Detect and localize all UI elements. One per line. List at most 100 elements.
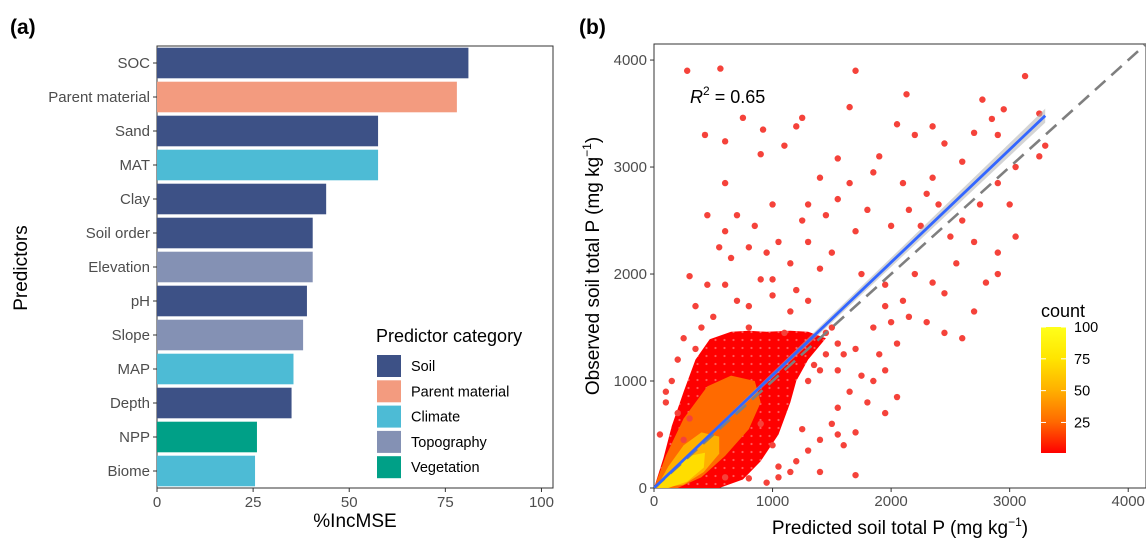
legend-label-parent-material: Parent material (411, 384, 509, 400)
hexbin-point (721, 281, 729, 288)
hexbin-point (763, 479, 770, 486)
hexbin-point (656, 431, 664, 438)
hexbin-point (911, 131, 919, 139)
hexbin-point (858, 372, 865, 379)
bar-elevation (157, 251, 313, 283)
category-label-sand: Sand (115, 123, 150, 140)
legend-label-vegetation: Vegetation (411, 460, 480, 476)
hexbin-point (846, 179, 853, 187)
panel-a: (a) SOC Parent material Sand MAT Clay Soil or… (10, 16, 554, 532)
hexbin-point (1012, 233, 1019, 240)
hexbin-point (953, 260, 960, 267)
x-tick-label: 100 (529, 494, 554, 511)
hexbin-point (828, 324, 836, 331)
hexbin-point (769, 201, 776, 208)
category-label-parent-material: Parent material (48, 89, 150, 106)
hexbin-point (959, 158, 966, 165)
hexbin-point (721, 228, 729, 235)
hexbin-point (970, 238, 978, 246)
hexbin-point (816, 468, 824, 476)
hexbin-point (692, 302, 699, 310)
hexbin-point (668, 377, 675, 385)
category-label-soc: SOC (117, 55, 150, 72)
x-tick-label: 4000 (1112, 493, 1145, 510)
hexbin-point (994, 131, 1002, 139)
hexbin-point (680, 335, 687, 342)
hexbin-point (893, 121, 901, 128)
hexbin-point (852, 429, 859, 436)
hexbin-point (787, 468, 794, 476)
colorbar-tick-label: 100 (1074, 320, 1098, 336)
hexbin-point (994, 179, 1002, 187)
hexbin-point (745, 302, 753, 310)
hexbin-point (793, 458, 800, 465)
hexbin-point (721, 474, 729, 481)
hexbin-point (881, 409, 889, 417)
hexbin-point (887, 318, 895, 326)
hexbin-point (721, 138, 729, 145)
hexbin-point (674, 409, 681, 417)
hexbin-points (656, 65, 1049, 486)
hexbin-point (870, 324, 877, 331)
hexbin-point (905, 313, 913, 321)
hexbin-point (828, 249, 836, 256)
hexbin-point (769, 442, 776, 449)
panel-b-y-ticks: 0 1000 2000 3000 4000 (614, 52, 654, 497)
bar-soil-order (157, 217, 313, 249)
hexbin-point (816, 367, 824, 374)
hexbin-point (870, 169, 877, 176)
hexbin-point (982, 279, 990, 286)
one-to-one-line (654, 44, 1146, 488)
hexbin-point (769, 276, 776, 283)
hexbin-point (662, 388, 670, 395)
bar-ph (157, 285, 307, 317)
hexbin-point (929, 279, 936, 286)
hexbin-point (716, 244, 723, 251)
hexbin-point (976, 201, 984, 208)
hexbin-point (899, 179, 907, 187)
hexbin-point (840, 442, 847, 449)
hexbin-point (947, 233, 954, 240)
y-tick-label: 4000 (614, 52, 647, 69)
panel-a-category-labels: SOC Parent material Sand MAT Clay Soil order E… (48, 55, 157, 480)
hexbin-point (739, 114, 747, 122)
hexbin-density-peak (657, 452, 705, 488)
hexbin-point (757, 150, 764, 158)
hexbin-point (935, 201, 942, 208)
hexbin-point (881, 302, 889, 310)
category-label-npp: NPP (119, 429, 150, 446)
hexbin-point (804, 297, 812, 304)
hexbin-point (816, 265, 824, 272)
hexbin-point (810, 361, 818, 369)
hexbin-point (680, 436, 687, 444)
hexbin-point (923, 318, 930, 326)
category-label-slope: Slope (112, 327, 150, 344)
hexbin-point (727, 254, 735, 262)
hexbin-point (834, 195, 841, 203)
hexbin-point (870, 377, 877, 385)
hexbin-point (881, 367, 889, 374)
panel-b-x-axis-title: Predicted soil total P (mg kg−1) (772, 515, 1028, 539)
hexbin-point (692, 345, 699, 353)
hexbin-point (834, 340, 841, 347)
panel-a-y-axis-title: Predictors (11, 225, 32, 311)
hexbin-point (804, 201, 812, 208)
legend-swatch-parent-material (377, 380, 401, 403)
colorbar-tick-label: 50 (1074, 384, 1090, 400)
hexbin-point (704, 281, 711, 288)
x-tick-label: 0 (650, 493, 658, 510)
legend-swatch-soil (377, 355, 401, 377)
colorbar-tick-label: 75 (1074, 352, 1090, 368)
bar-map (157, 353, 294, 385)
bar-slope (157, 319, 304, 351)
hexbin-point (941, 140, 948, 147)
legend-swatch-vegetation (377, 456, 401, 479)
hexbin-point (852, 345, 859, 353)
hexbin-point (1012, 163, 1019, 171)
category-label-map: MAP (117, 361, 150, 378)
hexbin-point (686, 415, 693, 422)
hexbin-point (745, 475, 753, 482)
hexbin-point (757, 276, 764, 283)
hexbin-point (698, 324, 705, 331)
